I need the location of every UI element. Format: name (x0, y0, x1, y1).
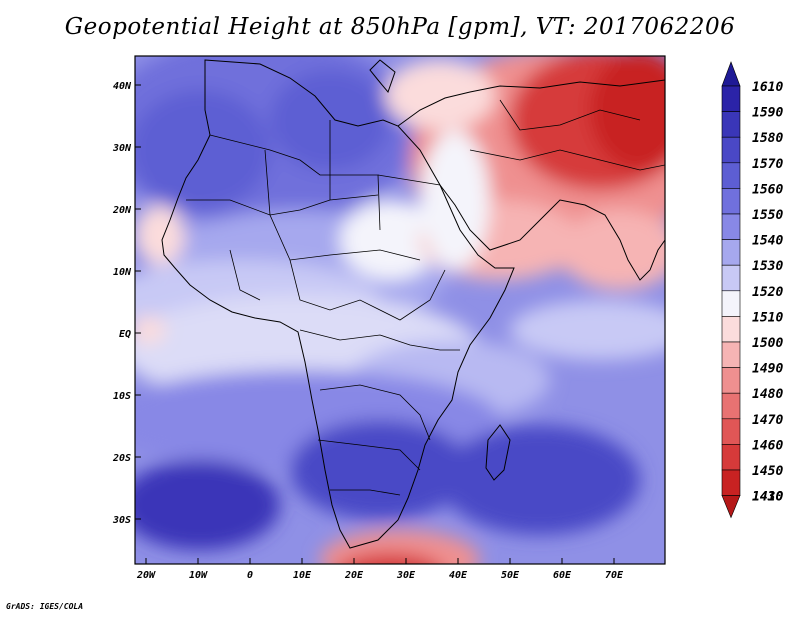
y-tick-label: 20N (112, 205, 132, 216)
colorbar-label: 1410 (752, 490, 783, 505)
colorbar-swatch (721, 188, 741, 215)
y-tick-label: 30S (112, 515, 131, 526)
eurasia-coastline-north (397, 79, 665, 127)
colorbar-swatch (721, 469, 741, 496)
colorbar-swatch (721, 264, 741, 292)
colorbar-swatch (721, 316, 741, 343)
colorbar-swatch (721, 290, 741, 317)
x-tick-label: 20W (136, 570, 156, 581)
colorbar-label: 1560 (752, 182, 783, 197)
colorbar-label: 1500 (752, 336, 783, 351)
colorbar-label: 1550 (752, 208, 783, 223)
colorbar-label: 1430 (752, 490, 783, 505)
colorbar: 1610 1590 1580 1570 1560 1550 1540 1530 1520 1510… (721, 61, 783, 519)
x-tick-label: 40E (449, 570, 468, 581)
country-borders (186, 99, 665, 496)
x-axis: 20W 10W 0 10E 20E 30E 40E 50E 60E 70E (136, 558, 624, 581)
madagascar (485, 424, 511, 481)
colorbar-swatch (721, 111, 741, 138)
y-tick-label: 30N (112, 143, 132, 154)
colorbar-swatch (721, 85, 741, 112)
colorbar-label: 1580 (752, 131, 783, 146)
x-tick-label: 10W (189, 570, 208, 581)
x-tick-label: 70E (605, 570, 624, 581)
colorbar-label: 1470 (752, 413, 783, 428)
colorbar-label: 1450 (752, 464, 783, 479)
y-tick-label: 10S (113, 391, 131, 402)
colorbar-label: 1570 (752, 157, 783, 172)
height-field (135, 56, 665, 564)
coastlines (161, 59, 665, 549)
colorbar-swatch (721, 162, 741, 189)
colorbar-label: 1530 (752, 259, 783, 274)
y-axis: 40N 30N 20N 10N EQ 10S 20S 30S (112, 81, 141, 526)
colorbar-top-arrow (721, 61, 741, 87)
colorbar-swatch (721, 418, 741, 445)
y-tick-label: 10N (113, 267, 132, 278)
y-tick-label: 20S (112, 453, 131, 464)
colorbar-label: 1480 (752, 387, 783, 402)
plot-area (135, 56, 665, 564)
x-tick-label: 10E (293, 570, 312, 581)
colorbar-swatch (721, 444, 741, 471)
colorbar-label: 1590 (752, 106, 783, 121)
grads-credit: GrADS: IGES/COLA (6, 602, 84, 611)
x-tick-label: 50E (501, 570, 520, 581)
colorbar-label: 1540 (752, 234, 783, 249)
arabian-peninsula-coast (439, 184, 665, 281)
y-tick-label: EQ (119, 329, 131, 340)
y-tick-label: 40N (113, 81, 132, 92)
colorbar-label: 1510 (752, 310, 783, 325)
colorbar-label: 1610 (752, 80, 783, 95)
colorbar-swatch (721, 392, 741, 420)
x-tick-label: 20E (344, 570, 364, 581)
colorbar-label: 1520 (752, 285, 783, 300)
colorbar-label: 1460 (752, 438, 783, 453)
colorbar-label: 1490 (752, 362, 783, 377)
map-title: Geopotential Height at 850hPa [gpm], VT:… (64, 14, 736, 40)
colorbar-bottom-arrow (721, 495, 741, 519)
colorbar-swatch (721, 213, 741, 240)
plot-frame (134, 55, 666, 565)
x-tick-label: 60E (553, 570, 572, 581)
colorbar-swatch (721, 239, 741, 266)
x-tick-label: 0 (247, 570, 253, 581)
x-tick-label: 30E (396, 570, 416, 581)
colorbar-swatch (721, 341, 741, 368)
colorbar-swatch (721, 367, 741, 394)
colorbar-swatch (721, 136, 741, 164)
africa-coastline (161, 59, 515, 549)
aegean (369, 59, 396, 93)
